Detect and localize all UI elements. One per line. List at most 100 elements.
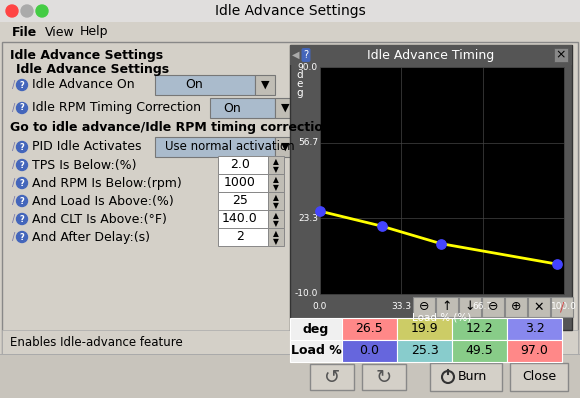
Point — [552, 261, 561, 267]
Text: 0.0: 0.0 — [360, 345, 379, 357]
Text: g: g — [297, 88, 303, 98]
Text: Idle Advance Settings: Idle Advance Settings — [16, 64, 169, 76]
Text: 3.2: 3.2 — [525, 322, 545, 336]
Bar — [218, 210, 268, 228]
Text: 25.3: 25.3 — [411, 345, 438, 357]
Text: 12.2: 12.2 — [466, 322, 494, 336]
Text: 1000: 1000 — [224, 176, 256, 189]
Bar — [342, 340, 397, 362]
Text: 66.7: 66.7 — [473, 302, 493, 311]
Bar — [275, 137, 295, 157]
Bar — [551, 297, 573, 317]
Bar — [507, 318, 562, 340]
Bar — [218, 174, 268, 192]
Text: 26.5: 26.5 — [356, 322, 383, 336]
Text: ▲: ▲ — [273, 230, 279, 238]
Text: Go to idle advance/Idle RPM timing correction when:: Go to idle advance/Idle RPM timing corre… — [10, 121, 379, 135]
Bar — [218, 192, 268, 210]
Bar — [218, 228, 268, 246]
Bar — [2, 330, 578, 354]
Bar — [320, 67, 564, 294]
Bar — [413, 297, 435, 317]
Bar — [218, 156, 268, 174]
Bar — [268, 174, 284, 192]
Bar — [0, 354, 580, 355]
Text: /: / — [12, 178, 16, 188]
Bar — [507, 340, 562, 362]
Text: Idle Advance Settings: Idle Advance Settings — [215, 4, 365, 18]
Bar — [430, 363, 502, 391]
Bar — [397, 340, 452, 362]
Text: /: / — [12, 196, 16, 206]
Circle shape — [16, 178, 27, 189]
Circle shape — [16, 232, 27, 242]
Text: ?: ? — [303, 50, 309, 60]
Point — [377, 223, 386, 229]
Circle shape — [36, 5, 48, 17]
Text: ?: ? — [20, 80, 24, 90]
Text: 100.0: 100.0 — [551, 302, 577, 311]
Text: /: / — [12, 142, 16, 152]
Text: /: / — [12, 160, 16, 170]
Text: Enables Idle-advance feature: Enables Idle-advance feature — [10, 336, 183, 349]
Bar — [397, 318, 452, 340]
Circle shape — [16, 160, 27, 170]
Text: ?: ? — [20, 103, 24, 113]
Text: ✕: ✕ — [534, 300, 544, 314]
Text: 97.0: 97.0 — [521, 345, 549, 357]
Text: ▼: ▼ — [281, 103, 289, 113]
Text: ◀: ◀ — [292, 50, 300, 60]
Text: ▲: ▲ — [273, 176, 279, 185]
Text: And CLT Is Above:(°F): And CLT Is Above:(°F) — [32, 213, 167, 226]
Text: ▼: ▼ — [273, 201, 279, 211]
Text: File: File — [12, 25, 37, 39]
Bar — [505, 297, 527, 317]
Text: ↑: ↑ — [442, 300, 452, 314]
Text: /: / — [12, 80, 16, 90]
Text: Idle Advance On: Idle Advance On — [32, 78, 135, 92]
Bar — [482, 297, 504, 317]
Text: And RPM Is Below:(rpm): And RPM Is Below:(rpm) — [32, 176, 182, 189]
Bar — [290, 340, 342, 362]
Circle shape — [16, 103, 27, 113]
Circle shape — [16, 195, 27, 207]
Bar — [268, 156, 284, 174]
Text: TPS Is Below:(%): TPS Is Below:(%) — [32, 158, 136, 172]
Text: deg: deg — [303, 322, 329, 336]
Bar — [452, 340, 507, 362]
Bar — [310, 364, 354, 390]
Text: Load % (%): Load % (%) — [412, 312, 472, 322]
Bar — [210, 98, 275, 118]
Bar — [155, 75, 255, 95]
Circle shape — [6, 5, 18, 17]
Text: ↻: ↻ — [376, 367, 392, 386]
Text: 2: 2 — [236, 230, 244, 244]
Text: PID Idle Activates: PID Idle Activates — [32, 140, 142, 154]
Text: ▲: ▲ — [273, 211, 279, 220]
Text: ▲: ▲ — [273, 158, 279, 166]
Circle shape — [16, 213, 27, 224]
Text: /: / — [12, 214, 16, 224]
Text: ↺: ↺ — [324, 367, 340, 386]
Text: ×: × — [556, 49, 566, 62]
Text: ▲: ▲ — [273, 193, 279, 203]
Bar — [268, 210, 284, 228]
Bar — [290, 45, 572, 330]
Text: /: / — [12, 232, 16, 242]
Bar — [459, 297, 481, 317]
Bar — [362, 364, 406, 390]
Text: 25: 25 — [232, 195, 248, 207]
Bar — [510, 363, 568, 391]
Circle shape — [16, 80, 27, 90]
Point — [436, 240, 445, 247]
Circle shape — [16, 142, 27, 152]
Bar — [268, 192, 284, 210]
Point — [316, 208, 325, 215]
Text: e: e — [297, 79, 303, 89]
Text: Load %: Load % — [291, 345, 342, 357]
Text: ▼: ▼ — [273, 183, 279, 193]
Text: Help: Help — [80, 25, 108, 39]
Text: d: d — [297, 70, 303, 80]
Bar — [342, 318, 397, 340]
Bar — [155, 137, 275, 157]
